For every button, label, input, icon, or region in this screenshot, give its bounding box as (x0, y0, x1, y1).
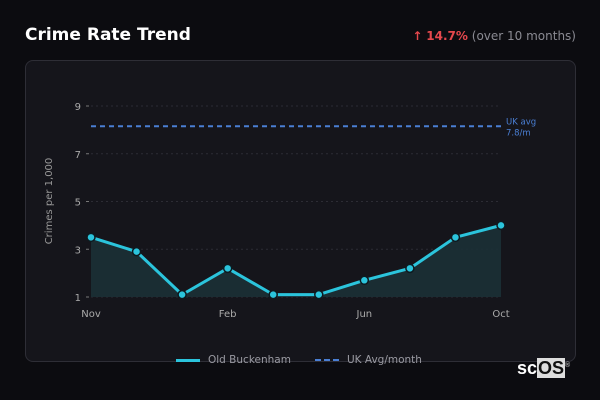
data-point (86, 232, 96, 243)
legend-label: UK Avg/month (346, 354, 422, 366)
data-point (314, 289, 324, 300)
change-value: 14.7% (426, 29, 468, 43)
logo: scOS® (517, 358, 571, 378)
legend-item-series[interactable]: Old Buckenham (176, 354, 291, 366)
x-tick-label: Jun (356, 309, 373, 320)
reference-value-label: 7.8/m (506, 128, 531, 138)
legend-item-reference[interactable]: UK Avg/month (314, 354, 422, 366)
page-title: Crime Rate Trend (25, 25, 191, 45)
data-point (222, 263, 233, 274)
y-tick-label: 3 (75, 245, 81, 256)
data-point (268, 289, 278, 300)
y-tick-label: 9 (75, 102, 81, 113)
x-tick-label: Oct (492, 309, 509, 320)
y-tick-label: 1 (75, 293, 81, 304)
data-point (496, 220, 506, 231)
data-point (405, 263, 415, 274)
data-point (450, 232, 461, 243)
y-tick-label: 7 (75, 150, 81, 161)
y-axis-label: Crimes per 1,000 (44, 158, 55, 245)
legend: Old Buckenham UK Avg/month (176, 354, 446, 366)
legend-swatch-dashed (314, 359, 339, 361)
y-tick-label: 5 (75, 198, 81, 209)
chart-card (25, 60, 576, 362)
series-area (91, 225, 501, 297)
change-period: (over 10 months) (471, 29, 576, 43)
data-point (131, 246, 142, 257)
data-point (177, 289, 187, 300)
x-tick-label: Feb (219, 309, 237, 320)
legend-label: Old Buckenham (208, 354, 291, 366)
series-line (90, 223, 502, 297)
legend-swatch-solid (176, 358, 200, 362)
reference-label: UK avg (506, 117, 536, 127)
x-tick-label: Nov (81, 309, 101, 320)
data-point (359, 275, 370, 286)
change-indicator: ↑ 14.7% (over 10 months) (412, 29, 576, 43)
arrow-up-icon: ↑ (412, 29, 423, 43)
